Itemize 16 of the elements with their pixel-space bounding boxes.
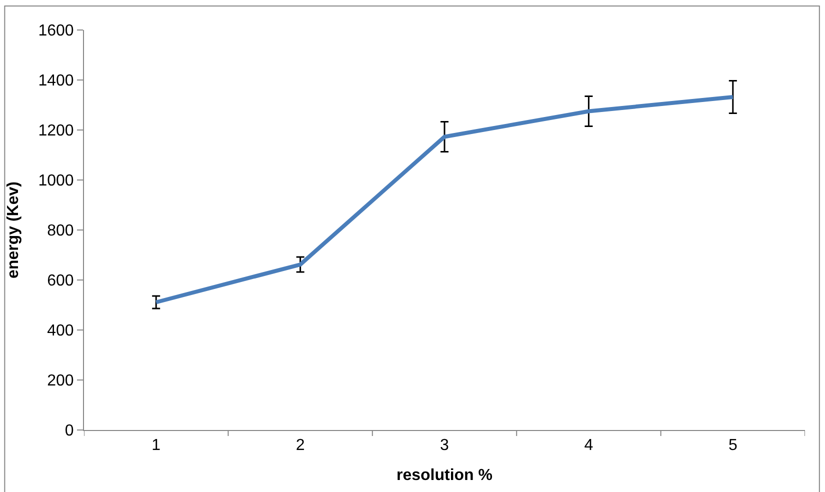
y-axis-title: energy (Kev)	[5, 182, 22, 278]
y-tick-label: 1400	[38, 72, 74, 90]
x-axis-title: resolution %	[396, 466, 493, 484]
x-tick-label: 4	[584, 437, 594, 454]
y-tick-label: 400	[47, 322, 74, 340]
y-tick-label: 800	[47, 222, 74, 240]
y-tick-label: 1600	[38, 22, 74, 40]
x-tick-label: 1	[152, 437, 161, 454]
y-tick-label: 1000	[38, 172, 74, 190]
y-tick-label: 600	[47, 272, 74, 290]
y-tick-label: 1200	[38, 122, 74, 140]
x-tick-label: 5	[728, 437, 738, 454]
x-tick-label: 2	[296, 437, 305, 454]
y-tick-label: 200	[47, 372, 74, 390]
x-tick-label: 3	[440, 437, 450, 454]
y-tick-label: 0	[64, 422, 74, 440]
